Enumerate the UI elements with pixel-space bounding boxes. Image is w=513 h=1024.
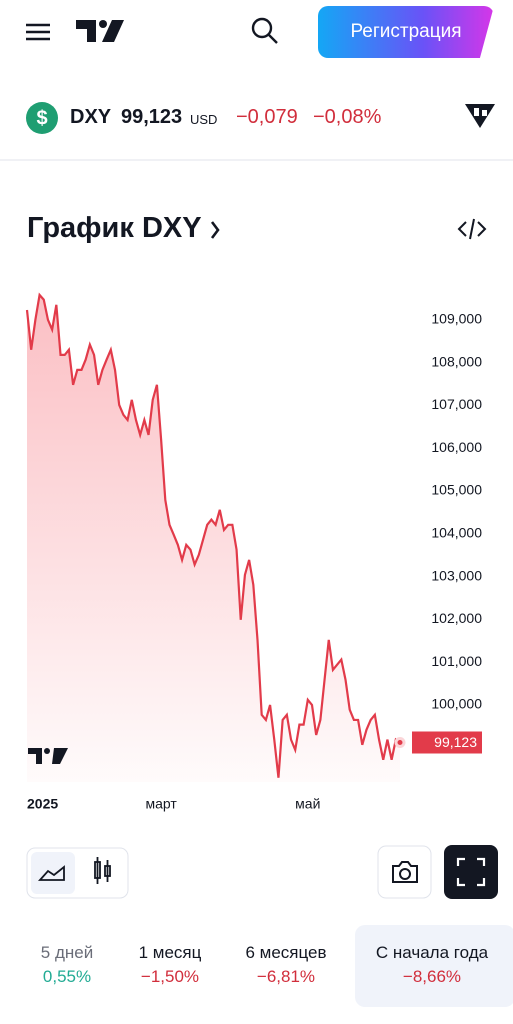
y-tick-label: 109,000 xyxy=(431,310,482,326)
y-tick-label: 108,000 xyxy=(431,353,482,369)
period-label: 5 дней xyxy=(40,943,94,962)
section-title[interactable]: График DXY xyxy=(27,212,202,244)
period[interactable]: С начала года −8,66% xyxy=(362,925,502,1007)
period[interactable]: 6 месяцев −6,81% xyxy=(230,925,342,1007)
currency-symbol: $ xyxy=(36,107,47,129)
y-tick-label: 106,000 xyxy=(431,439,482,455)
y-tick-label: 104,000 xyxy=(431,524,482,540)
period-change: −1,50% xyxy=(140,967,200,986)
price-tag xyxy=(412,731,482,754)
period[interactable]: 5 дней 0,55% xyxy=(27,925,107,1007)
chart-logo xyxy=(28,748,68,764)
period-change: 0,55% xyxy=(42,967,92,986)
change: −0,079 xyxy=(236,106,298,128)
snapshot-button[interactable] xyxy=(377,845,432,899)
y-tick-label: 101,000 xyxy=(431,653,482,669)
y-tick-label: 107,000 xyxy=(431,396,482,412)
title-arrow[interactable] xyxy=(210,221,220,239)
embed-icon[interactable] xyxy=(457,218,487,240)
price-tag-label: 99,123 xyxy=(434,734,477,750)
menu-icon[interactable] xyxy=(26,23,50,41)
y-tick-label: 100,000 xyxy=(431,696,482,712)
period-label: 1 месяц xyxy=(138,943,202,962)
x-tick-label: 2025 xyxy=(27,796,58,812)
change-percent: −0,08% xyxy=(313,106,382,128)
y-tick-label: 103,000 xyxy=(431,567,482,583)
period-label: С начала года xyxy=(375,943,489,962)
area-type-button[interactable] xyxy=(31,852,75,894)
period-change: −8,66% xyxy=(402,967,462,986)
y-tick-label: 105,000 xyxy=(431,482,482,498)
currency: USD xyxy=(190,112,218,127)
watch-icon[interactable] xyxy=(465,104,495,128)
period[interactable]: 1 месяц −1,50% xyxy=(120,925,220,1007)
y-tick-label: 102,000 xyxy=(431,610,482,626)
fullscreen-icon xyxy=(456,857,486,887)
x-tick-label: март xyxy=(145,796,177,812)
area-icon xyxy=(37,865,65,881)
x-tick-label: май xyxy=(295,796,320,812)
register-button[interactable]: Регистрация xyxy=(318,6,494,58)
period-label: 6 месяцев xyxy=(245,943,327,962)
candle-type-button[interactable] xyxy=(94,857,111,884)
last-point xyxy=(394,736,406,748)
period-selected-bg xyxy=(355,925,513,1007)
price: 99,123 xyxy=(121,106,183,128)
search-icon[interactable] xyxy=(251,17,278,44)
chart-type-group xyxy=(26,847,129,899)
area xyxy=(27,294,400,782)
period-change: −6,81% xyxy=(256,967,316,986)
fullscreen-button[interactable] xyxy=(444,845,498,899)
currency-icon xyxy=(26,102,58,134)
chart: 100,000 101,000 102,000 103,000 104,000 105,0… xyxy=(25,292,482,812)
symbol: DXY xyxy=(70,106,112,128)
logo[interactable] xyxy=(76,20,124,42)
line xyxy=(25,292,401,778)
camera-icon xyxy=(392,861,418,883)
